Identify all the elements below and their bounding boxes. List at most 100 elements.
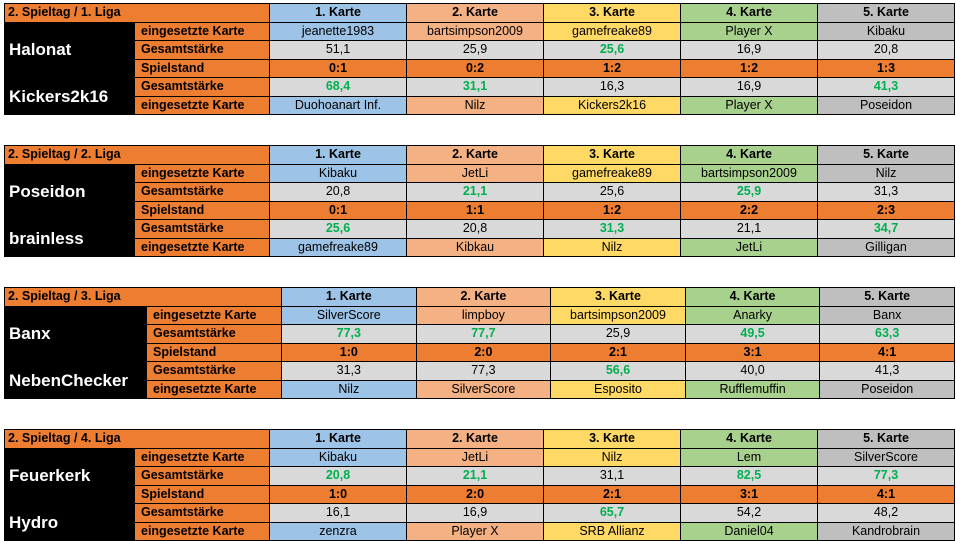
table-cell: 2:0: [415, 342, 552, 362]
row-label: Gesamtstärke: [134, 466, 270, 486]
table-cell: Player X: [406, 521, 544, 541]
table-row: Poseidon eingesetzte Karte Kibaku JetLi game…: [4, 163, 955, 220]
table-row: brainless Gesamtstärke 25,6 20,8 31,3 21,1 34,…: [4, 219, 955, 257]
table-cell: 1:2: [543, 200, 681, 220]
table-cell: SilverScore: [281, 305, 417, 325]
table-cell: 16,9: [680, 77, 818, 97]
table-cell: 20,8: [406, 219, 544, 239]
table-cell: 16,1: [269, 503, 407, 523]
table-cell: gamefreake89: [543, 21, 681, 41]
row-label: Gesamtstärke: [134, 503, 270, 523]
row-label: eingesetzte Karte: [146, 379, 282, 399]
match-table: 2. Spieltag / 4. Liga 1. Karte 2. Karte 3. …: [4, 429, 955, 541]
match-table: 2. Spieltag / 1. Liga 1. Karte 2. Karte 3. …: [4, 3, 955, 115]
table-cell: Kandrobrain: [817, 521, 955, 541]
table-row: Spielstand 0:1 1:1 1:2 2:2 2:3: [5, 200, 955, 220]
table-cell: gamefreake89: [543, 163, 681, 183]
row-label: eingesetzte Karte: [134, 237, 270, 257]
table-cell: 31,3: [543, 219, 681, 239]
table-row: Gesamtstärke 20,8 21,1 31,1 82,5 77,3: [5, 466, 955, 486]
table-cell: 4:1: [817, 484, 955, 504]
card-header: 1. Karte: [269, 3, 407, 23]
table-cell: bartsimpson2009: [550, 305, 686, 325]
card-header: 5. Karte: [817, 145, 955, 165]
table-cell: Player X: [680, 21, 818, 41]
table-row: eingesetzte Karte Nilz SilverScore Esposito…: [5, 379, 955, 399]
table-cell: 2:3: [817, 200, 955, 220]
table-cell: 2:1: [550, 342, 686, 362]
team-name: Hydro: [4, 503, 135, 541]
table-row: Gesamtstärke 20,8 21,1 25,6 25,9 31,3: [5, 182, 955, 202]
table-cell: 1:3: [817, 58, 955, 78]
table-cell: 21,1: [680, 219, 818, 239]
table-cell: Player X: [680, 95, 818, 115]
league-block: 2. Spieltag / 3. Liga 1. Karte 2. Karte 3. …: [4, 287, 955, 399]
card-header: 4. Karte: [680, 429, 818, 449]
table-cell: Duohoanart Inf.: [269, 95, 407, 115]
team-name: Poseidon: [4, 163, 135, 220]
table-cell: 21,1: [406, 466, 544, 486]
card-header: 4. Karte: [684, 287, 821, 307]
table-cell: zenzra: [269, 521, 407, 541]
team-name: Halonat: [4, 21, 135, 78]
table-cell: Nilz: [543, 237, 681, 257]
table-cell: 2:0: [406, 484, 544, 504]
table-cell: 31,1: [406, 77, 544, 97]
table-cell: Daniel04: [680, 521, 818, 541]
table-cell: gamefreake89: [269, 237, 407, 257]
table-cell: SRB Allianz: [543, 521, 681, 541]
table-cell: 48,2: [817, 503, 955, 523]
header-row: 2. Spieltag / 3. Liga 1. Karte 2. Karte 3. …: [4, 287, 955, 307]
table-cell: 20,8: [269, 466, 407, 486]
match-table: 2. Spieltag / 2. Liga 1. Karte 2. Karte 3. …: [4, 145, 955, 257]
table-cell: jeanette1983: [269, 21, 407, 41]
table-row: Spielstand 1:0 2:0 2:1 3:1 4:1: [5, 484, 955, 504]
table-cell: 25,6: [543, 182, 681, 202]
table-row: eingesetzte Karte gamefreake89 Kibkau Nilz J…: [5, 237, 955, 257]
team-name: NebenChecker: [4, 361, 147, 399]
row-label: Gesamtstärke: [146, 361, 282, 381]
table-cell: 77,3: [281, 324, 417, 344]
table-cell: Poseidon: [817, 95, 955, 115]
table-cell: 21,1: [406, 182, 544, 202]
table-cell: 1:2: [680, 58, 818, 78]
table-row: Spielstand 0:1 0:2 1:2 1:2 1:3: [5, 58, 955, 78]
card-header: 2. Karte: [406, 429, 544, 449]
card-header: 2. Karte: [406, 3, 544, 23]
table-cell: 16,3: [543, 77, 681, 97]
card-header: 3. Karte: [543, 429, 681, 449]
table-cell: Banx: [819, 305, 955, 325]
card-header: 5. Karte: [819, 287, 955, 307]
card-header: 4. Karte: [680, 3, 818, 23]
matchday-title: 2. Spieltag / 2. Liga: [4, 145, 270, 165]
table-cell: 65,7: [543, 503, 681, 523]
table-cell: 1:1: [406, 200, 544, 220]
table-cell: JetLi: [406, 447, 544, 467]
table-cell: Nilz: [281, 379, 417, 399]
table-cell: Kibaku: [269, 163, 407, 183]
table-cell: 49,5: [684, 324, 821, 344]
table-cell: limpboy: [415, 305, 552, 325]
table-cell: 54,2: [680, 503, 818, 523]
table-cell: Rufflemuffin: [684, 379, 821, 399]
table-cell: 25,9: [680, 182, 818, 202]
table-cell: Kickers2k16: [543, 95, 681, 115]
row-label: Spielstand: [134, 484, 270, 504]
card-header: 5. Karte: [817, 3, 955, 23]
table-cell: 2:2: [680, 200, 818, 220]
table-cell: 20,8: [817, 40, 955, 60]
table-row: NebenChecker Gesamtstärke 31,3 77,3 56,6 40,0…: [4, 361, 955, 399]
table-row: eingesetzte Karte zenzra Player X SRB Allia…: [5, 521, 955, 541]
row-label: Gesamtstärke: [134, 182, 270, 202]
row-label: Gesamtstärke: [134, 40, 270, 60]
table-row: Banx eingesetzte Karte SilverScore limpboy b…: [4, 305, 955, 362]
table-row: Feuerkerk eingesetzte Karte Kibaku JetLi Nil…: [4, 447, 955, 504]
card-header: 3. Karte: [550, 287, 686, 307]
matchday-title: 2. Spieltag / 1. Liga: [4, 3, 270, 23]
table-cell: 25,9: [406, 40, 544, 60]
table-cell: 16,9: [406, 503, 544, 523]
table-cell: 51,1: [269, 40, 407, 60]
table-cell: 4:1: [819, 342, 955, 362]
table-cell: Anarky: [684, 305, 821, 325]
card-header: 1. Karte: [269, 429, 407, 449]
